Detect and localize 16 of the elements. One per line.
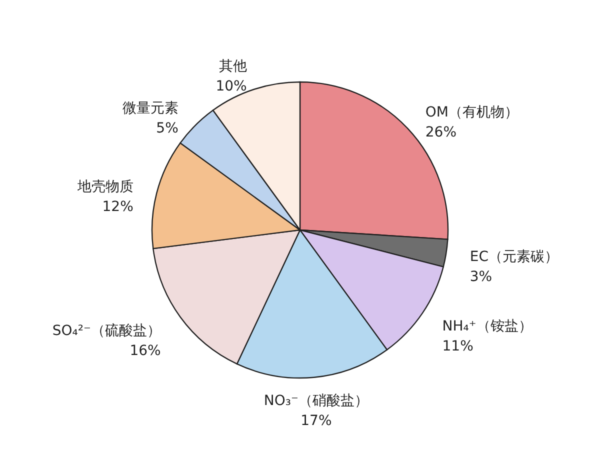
slice-label: 地壳物质 <box>76 179 134 196</box>
slice-label: SO₄²⁻（硫酸盐） <box>52 323 161 340</box>
data-label: 16% <box>130 343 161 360</box>
data-label: 11% <box>442 338 474 355</box>
slice-label: 其他 <box>218 58 247 74</box>
slice-label: EC（元素碳） <box>470 248 559 265</box>
slice-label: NO₃⁻（硝酸盐） <box>264 393 368 410</box>
data-label: 3% <box>470 268 492 285</box>
slice-label: NH₄⁺（铵盐） <box>442 318 532 335</box>
slice-label: OM（有机物） <box>425 104 518 120</box>
data-label: 10% <box>216 78 247 94</box>
data-label: 5% <box>156 120 178 136</box>
data-label: 26% <box>425 124 457 140</box>
data-label: 17% <box>300 413 332 430</box>
data-label: 12% <box>102 199 134 216</box>
slice-label: 微量元素 <box>122 100 178 116</box>
